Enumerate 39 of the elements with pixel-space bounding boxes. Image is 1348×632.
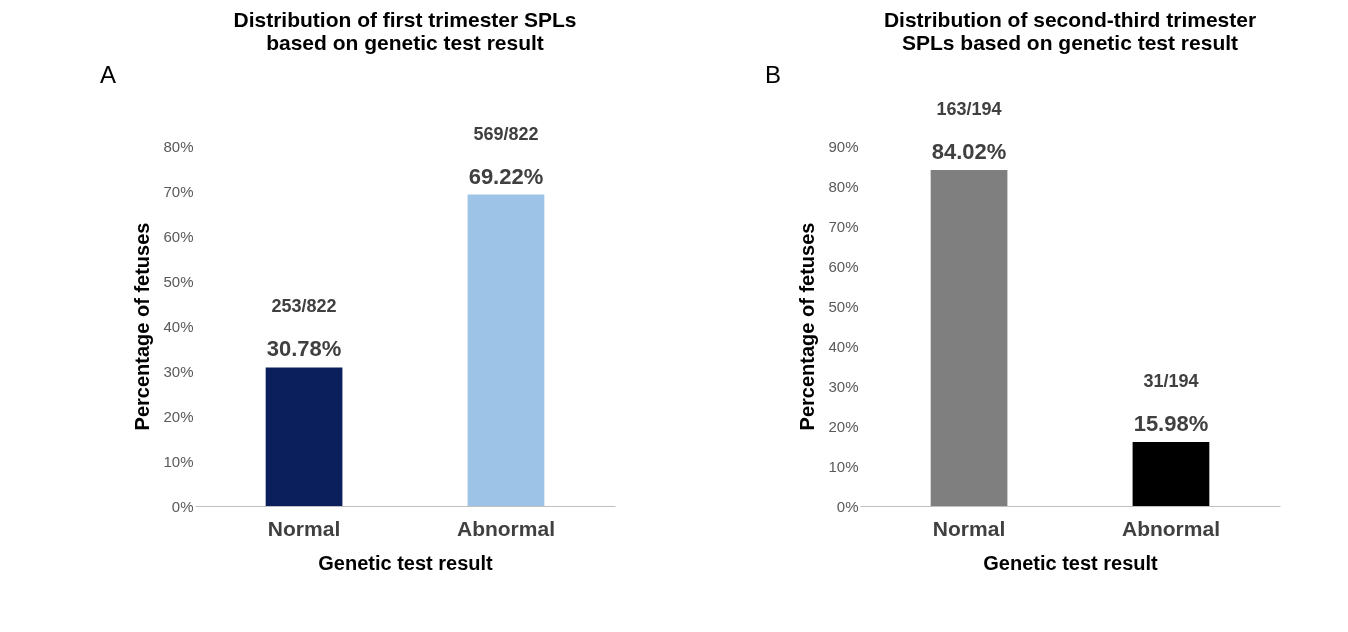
y-tick-label: 30% bbox=[163, 362, 194, 380]
y-tick-label: 70% bbox=[163, 182, 194, 200]
y-tick-label: 10% bbox=[828, 457, 859, 475]
annotation: 163/194 bbox=[936, 98, 1002, 119]
y-tick-label: 40% bbox=[828, 337, 859, 355]
text: A bbox=[100, 61, 117, 88]
y-tick-label: 60% bbox=[828, 257, 859, 275]
x-axis-title: Genetic test result bbox=[318, 551, 494, 574]
data-label: 69.22% bbox=[468, 163, 544, 189]
y-tick-label: 0% bbox=[836, 497, 859, 515]
y-tick-label: 50% bbox=[828, 297, 859, 315]
y-tick-label: 70% bbox=[828, 217, 859, 235]
data-label: 15.98% bbox=[1133, 411, 1209, 437]
chart-title: Distribution of first trimester SPLs based on genetic test result bbox=[233, 8, 577, 54]
annotation: 253/822 bbox=[271, 296, 337, 317]
chart-title: Distribution of second-third trimester SPLs based on genetic test result bbox=[883, 8, 1257, 54]
x-tick-label: Abnormal bbox=[456, 516, 555, 540]
x-tick-label: Normal bbox=[267, 516, 341, 540]
data-label: 30.78% bbox=[266, 336, 342, 362]
y-axis-title: Percentage of fetuses bbox=[131, 222, 154, 431]
y-tick-label: 90% bbox=[828, 137, 859, 155]
y-tick-label: 10% bbox=[163, 452, 194, 470]
x-axis-title: Genetic test result bbox=[983, 551, 1159, 574]
y-tick-label: 0% bbox=[171, 497, 194, 515]
y-axis-title: Percentage of fetuses bbox=[796, 222, 819, 431]
x-tick-label: Normal bbox=[932, 516, 1006, 540]
y-tick-label: 80% bbox=[163, 137, 194, 155]
y-tick-label: 20% bbox=[828, 417, 859, 435]
y-tick-label: 20% bbox=[163, 407, 194, 425]
y-tick-label: 60% bbox=[163, 227, 194, 245]
annotation: 31/194 bbox=[1143, 371, 1199, 392]
annotation: 569/822 bbox=[473, 123, 539, 144]
y-tick-label: 40% bbox=[163, 317, 194, 335]
y-tick-label: 30% bbox=[828, 377, 859, 395]
y-tick-label: 80% bbox=[828, 177, 859, 195]
data-label: 84.02% bbox=[931, 138, 1007, 164]
y-tick-label: 50% bbox=[163, 272, 194, 290]
x-tick-label: Abnormal bbox=[1121, 516, 1220, 540]
text: B bbox=[765, 61, 782, 88]
